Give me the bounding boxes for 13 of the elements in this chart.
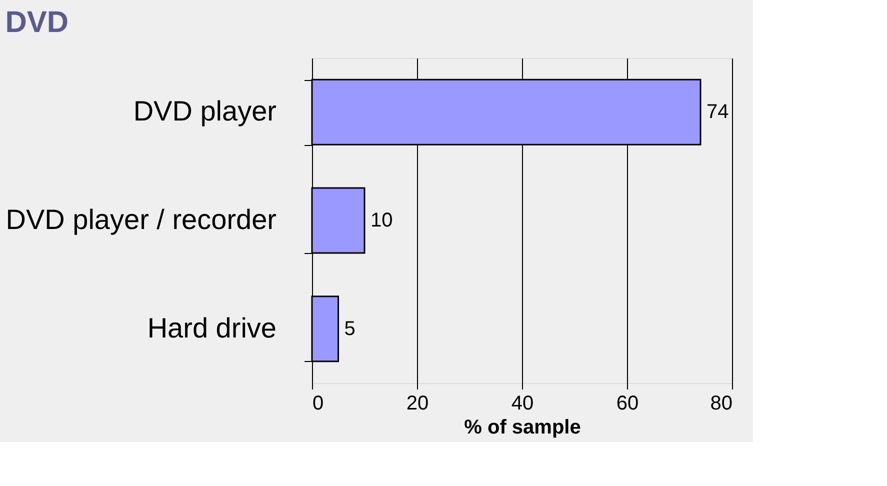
x-tick-label: 40 <box>511 392 534 414</box>
x-tick-label: 60 <box>616 392 639 414</box>
data-label: 74 <box>706 101 729 124</box>
x-axis-title: % of sample <box>464 416 581 438</box>
data-label: 5 <box>344 318 356 340</box>
x-tick-label: 20 <box>406 392 429 414</box>
y-tick-label: DVD player <box>133 96 276 127</box>
y-tick-label: DVD player / recorder <box>6 204 276 235</box>
text: DVD <box>5 6 69 39</box>
x-tick-label: 80 <box>710 392 732 414</box>
y-tick-label: Hard drive <box>147 312 276 344</box>
data-label: 10 <box>370 210 393 232</box>
x-tick-label: 0 <box>312 392 324 414</box>
